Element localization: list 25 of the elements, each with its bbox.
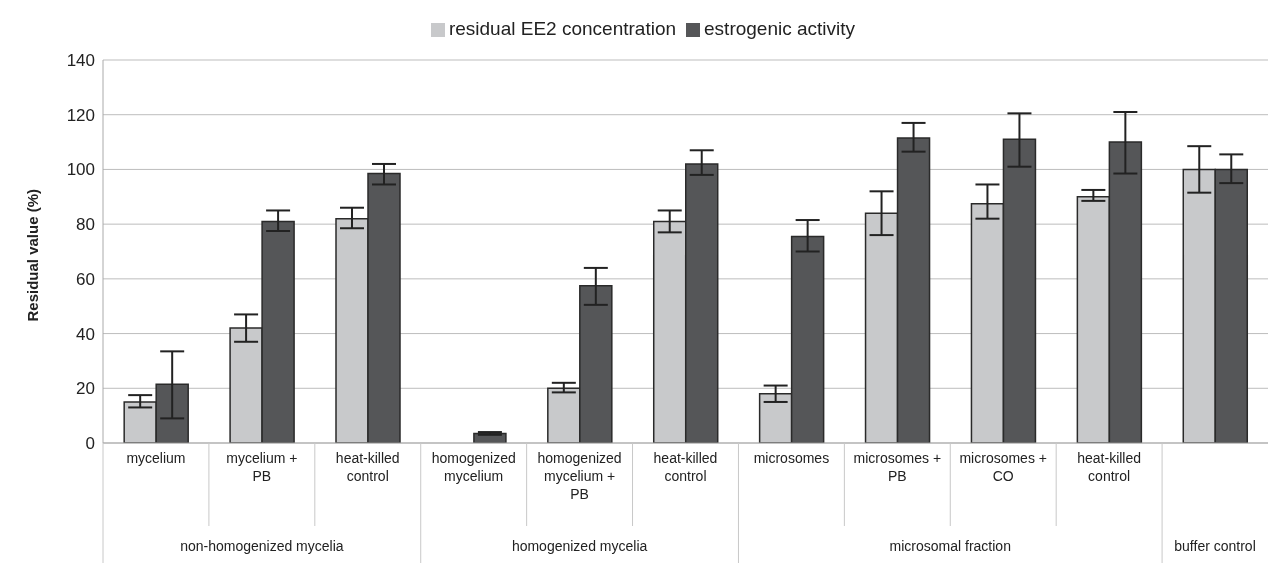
text: buffer control	[1174, 538, 1256, 554]
y-tick-label: 20	[76, 379, 95, 399]
text: homogenized mycelia	[511, 538, 648, 554]
y-tick-label: 80	[76, 215, 95, 235]
y-tick-label: 0	[85, 434, 95, 454]
y-tick-label: 120	[66, 105, 95, 125]
y-axis-title: Residual value (%)	[24, 188, 42, 322]
x-tick-label: microsomes + PB	[853, 450, 942, 484]
x-tick-label: homogenized mycelium + PB	[537, 450, 622, 502]
x-tick-label: microsomes	[753, 450, 830, 466]
x-tick-label: heat-killed control	[1077, 450, 1142, 484]
x-tick-label: microsomes + CO	[959, 450, 1047, 484]
y-tick-label: 100	[66, 160, 95, 180]
x-tick-label: mycelium	[126, 450, 186, 466]
legend-label: residual EE2 concentration	[448, 18, 677, 39]
text: non-homogenized mycelia	[180, 538, 344, 554]
y-tick-label: 40	[76, 324, 95, 344]
y-tick-label: 60	[76, 269, 95, 289]
x-tick-label: heat-killed control	[653, 450, 718, 484]
text: microsomal fraction	[889, 538, 1011, 554]
x-tick-label: heat-killed control	[335, 450, 400, 484]
legend-label: estrogenic activity	[704, 18, 856, 39]
x-tick-label: mycelium + PB	[226, 450, 298, 484]
y-tick-label: 140	[66, 51, 95, 71]
x-tick-label: homogenized mycelium	[431, 450, 516, 484]
